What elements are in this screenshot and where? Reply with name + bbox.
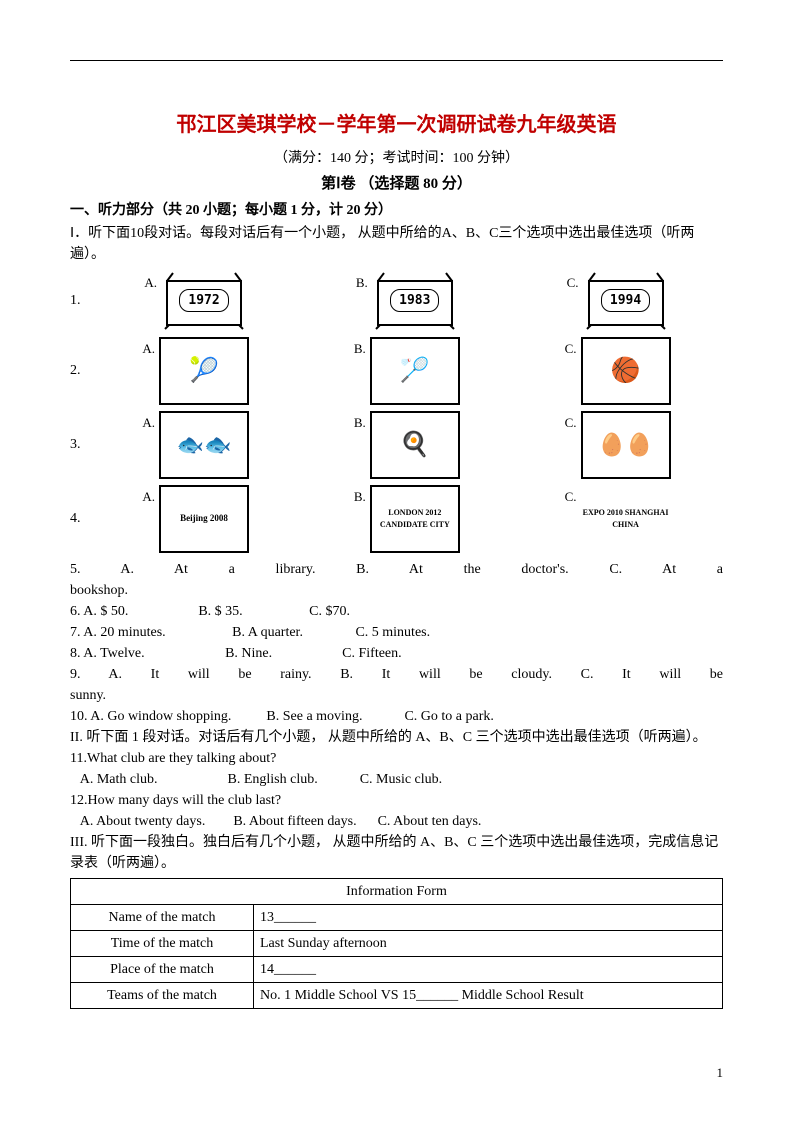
q2-opt-b: B. 🏸 [354,337,460,405]
tennis-icon: 🎾 [159,337,249,405]
q9-line1: 9. A. It will be rainy. B. It will be cl… [70,664,723,685]
q1-opt-c: C. 1994 [567,271,669,331]
q1-opt-b: B. 1983 [356,271,458,331]
table-header: Information Form [71,878,723,904]
q3-options: A. 🐟🐟 B. 🍳 C. 🥚🥚 [90,411,723,479]
calendar-1972-icon: 1972 [161,271,247,331]
q2-opt-a: A. 🎾 [142,337,249,405]
q2-b-label: B. [354,339,366,359]
q2-row: 2. A. 🎾 B. 🏸 C. 🏀 [70,337,723,405]
q11-stem: 11.What club are they talking about? [70,748,723,769]
q2-c-label: C. [565,339,577,359]
q4-opt-c: C. EXPO 2010 SHANGHAI CHINA [565,485,671,553]
q3-opt-a: A. 🐟🐟 [142,411,249,479]
table-row: Teams of the match No. 1 Middle School V… [71,982,723,1008]
table-row: Time of the match Last Sunday afternoon [71,930,723,956]
eggs-icon: 🥚🥚 [581,411,671,479]
beijing2008-icon: Beijing 2008 [159,485,249,553]
calendar-1983-icon: 1983 [372,271,458,331]
q2-num: 2. [70,360,90,381]
q11-opts: A. Math club. B. English club. C. Music … [70,769,723,790]
q4-c-label: C. [565,487,577,507]
year-1994: 1994 [601,289,650,313]
q2-options: A. 🎾 B. 🏸 C. 🏀 [90,337,723,405]
instruction-ii: II. 听下面 1 段对话。对话后有几个小题， 从题中所给的 A、B、C 三个选… [70,727,723,748]
row2-value: 14______ [254,956,723,982]
q1-c-label: C. [567,273,579,293]
q1-b-label: B. [356,273,368,293]
calendar-1994-icon: 1994 [583,271,669,331]
london2012-icon: LONDON 2012 CANDIDATE CITY [370,485,460,553]
year-1972: 1972 [179,289,228,313]
q9: 9. A. It will be rainy. B. It will be cl… [70,664,723,706]
exam-title: 邗江区美琪学校－学年第一次调研试卷九年级英语 [70,110,723,140]
row1-label: Time of the match [71,930,254,956]
section1-heading: 一、听力部分（共 20 小题；每小题 1 分，计 20 分） [70,200,723,221]
row3-value: No. 1 Middle School VS 15______ Middle S… [254,982,723,1008]
fish-icon: 🐟🐟 [159,411,249,479]
page-number: 1 [717,1063,724,1083]
q12-opts: A. About twenty days. B. About fifteen d… [70,811,723,832]
q1-options: A. 1972 B. 1983 C. 1994 [90,271,723,331]
q12-stem: 12.How many days will the club last? [70,790,723,811]
row3-label: Teams of the match [71,982,254,1008]
q3-row: 3. A. 🐟🐟 B. 🍳 C. 🥚🥚 [70,411,723,479]
q4-opt-b: B. LONDON 2012 CANDIDATE CITY [354,485,460,553]
instruction-iii: III. 听下面一段独白。独白后有几个小题， 从题中所给的 A、B、C 三个选项… [70,832,723,874]
q5-line1: 5. A. At a library. B. At the doctor's. … [70,559,723,580]
q4-b-label: B. [354,487,366,507]
q4-opt-a: A. Beijing 2008 [142,485,249,553]
q4-options: A. Beijing 2008 B. LONDON 2012 CANDIDATE… [90,485,723,553]
part-heading: 第Ⅰ卷 （选择题 80 分） [70,173,723,196]
q3-opt-b: B. 🍳 [354,411,460,479]
year-1983: 1983 [390,289,439,313]
instruction-i: Ⅰ．听下面10段对话。每段对话后有一个小题， 从题中所给的A、B、C三个选项中选… [70,223,723,265]
q1-opt-a: A. 1972 [144,271,247,331]
q6: 6. A. $ 50. B. $ 35. C. $70. [70,601,723,622]
badminton-icon: 🏸 [370,337,460,405]
q1-a-label: A. [144,273,157,293]
q2-opt-c: C. 🏀 [565,337,671,405]
q8: 8. A. Twelve. B. Nine. C. Fifteen. [70,643,723,664]
information-table: Information Form Name of the match 13___… [70,878,723,1009]
row0-label: Name of the match [71,904,254,930]
q9-line2: sunny. [70,685,723,706]
q3-b-label: B. [354,413,366,433]
table-row: Place of the match 14______ [71,956,723,982]
basketball-icon: 🏀 [581,337,671,405]
q1-num: 1. [70,290,90,311]
table-header-row: Information Form [71,878,723,904]
exam-page: 邗江区美琪学校－学年第一次调研试卷九年级英语 （满分：140 分；考试时间：10… [0,0,793,1122]
q4-a-label: A. [142,487,155,507]
q5-line2: bookshop. [70,580,723,601]
q3-num: 3. [70,434,90,455]
q5: 5. A. At a library. B. At the doctor's. … [70,559,723,601]
row0-value: 13______ [254,904,723,930]
q3-opt-c: C. 🥚🥚 [565,411,671,479]
pan-icon: 🍳 [370,411,460,479]
q4-num: 4. [70,508,90,529]
q2-a-label: A. [142,339,155,359]
q7: 7. A. 20 minutes. B. A quarter. C. 5 min… [70,622,723,643]
table-row: Name of the match 13______ [71,904,723,930]
q4-row: 4. A. Beijing 2008 B. LONDON 2012 CANDID… [70,485,723,553]
q3-a-label: A. [142,413,155,433]
exam-subtitle: （满分：140 分；考试时间：100 分钟） [70,148,723,169]
top-rule [70,60,723,61]
q10: 10. A. Go window shopping. B. See a movi… [70,706,723,727]
expo2010-icon: EXPO 2010 SHANGHAI CHINA [581,485,671,553]
row1-value: Last Sunday afternoon [254,930,723,956]
q1-row: 1. A. 1972 B. 1983 C. 1994 [70,271,723,331]
q3-c-label: C. [565,413,577,433]
row2-label: Place of the match [71,956,254,982]
